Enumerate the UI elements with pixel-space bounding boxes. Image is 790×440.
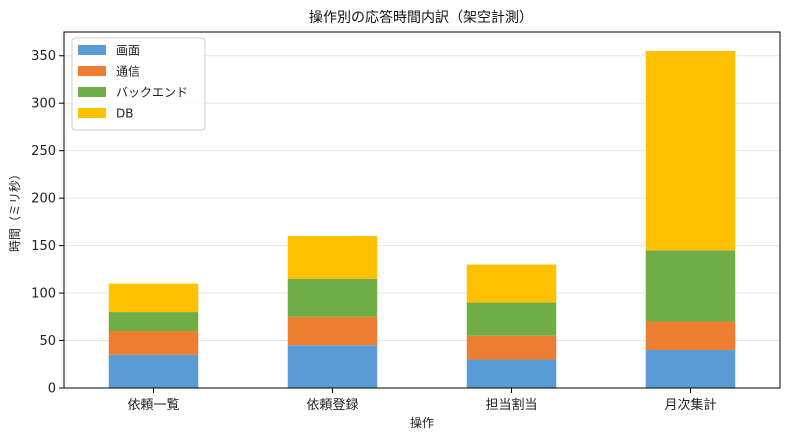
legend-label: 通信 — [116, 65, 140, 79]
bar-segment — [287, 278, 378, 317]
y-tick-label: 350 — [31, 49, 56, 64]
y-tick-label: 150 — [31, 239, 56, 254]
y-tick-label: 250 — [31, 144, 56, 159]
legend-swatch — [78, 108, 106, 118]
legend-swatch — [78, 45, 106, 55]
y-tick-label: 100 — [31, 287, 56, 302]
bar-segment — [466, 335, 557, 360]
bar-segment — [108, 331, 199, 355]
x-axis-label: 操作 — [410, 415, 434, 430]
y-axis-label: 時間（ミリ秒） — [8, 168, 22, 252]
bar-segment — [108, 283, 199, 313]
bar-segment — [645, 321, 736, 351]
x-tick-label: 担当割当 — [485, 397, 537, 413]
bar-segment — [287, 316, 378, 346]
x-tick-label: 月次集計 — [664, 397, 716, 413]
x-tick-label: 依頼一覧 — [127, 397, 179, 413]
x-tick-label: 依頼登録 — [306, 398, 358, 413]
bar-segment — [645, 250, 736, 322]
legend-label: 画面 — [116, 44, 140, 58]
legend-label: バックエンド — [116, 86, 188, 100]
y-tick-label: 200 — [31, 192, 56, 207]
bar-segment — [108, 312, 199, 332]
legend-label: DB — [116, 107, 133, 121]
legend-box — [71, 37, 206, 131]
bar-segment — [287, 345, 378, 388]
bars — [108, 50, 736, 388]
bar-segment — [108, 354, 199, 388]
y-tick-label: 300 — [31, 97, 56, 112]
bar-segment — [466, 264, 557, 303]
legend-swatch — [78, 66, 106, 76]
y-axis-ticks: 0 50 100 150 200 250 300 350 — [31, 49, 64, 397]
bar-segment — [287, 236, 378, 279]
chart-title: 操作別の応答時間内訳（架空計測） — [309, 9, 533, 26]
bar-segment — [466, 302, 557, 336]
bar-segment — [645, 350, 736, 388]
bar-segment — [466, 359, 557, 388]
y-tick-label: 0 — [48, 382, 56, 397]
legend-swatch — [78, 87, 106, 97]
y-tick-label: 50 — [39, 334, 56, 349]
plot-frame — [63, 31, 781, 389]
x-axis-ticks: 依頼一覧 依頼登録 担当割当 月次集計 — [127, 388, 717, 413]
bar-segment — [645, 50, 736, 251]
